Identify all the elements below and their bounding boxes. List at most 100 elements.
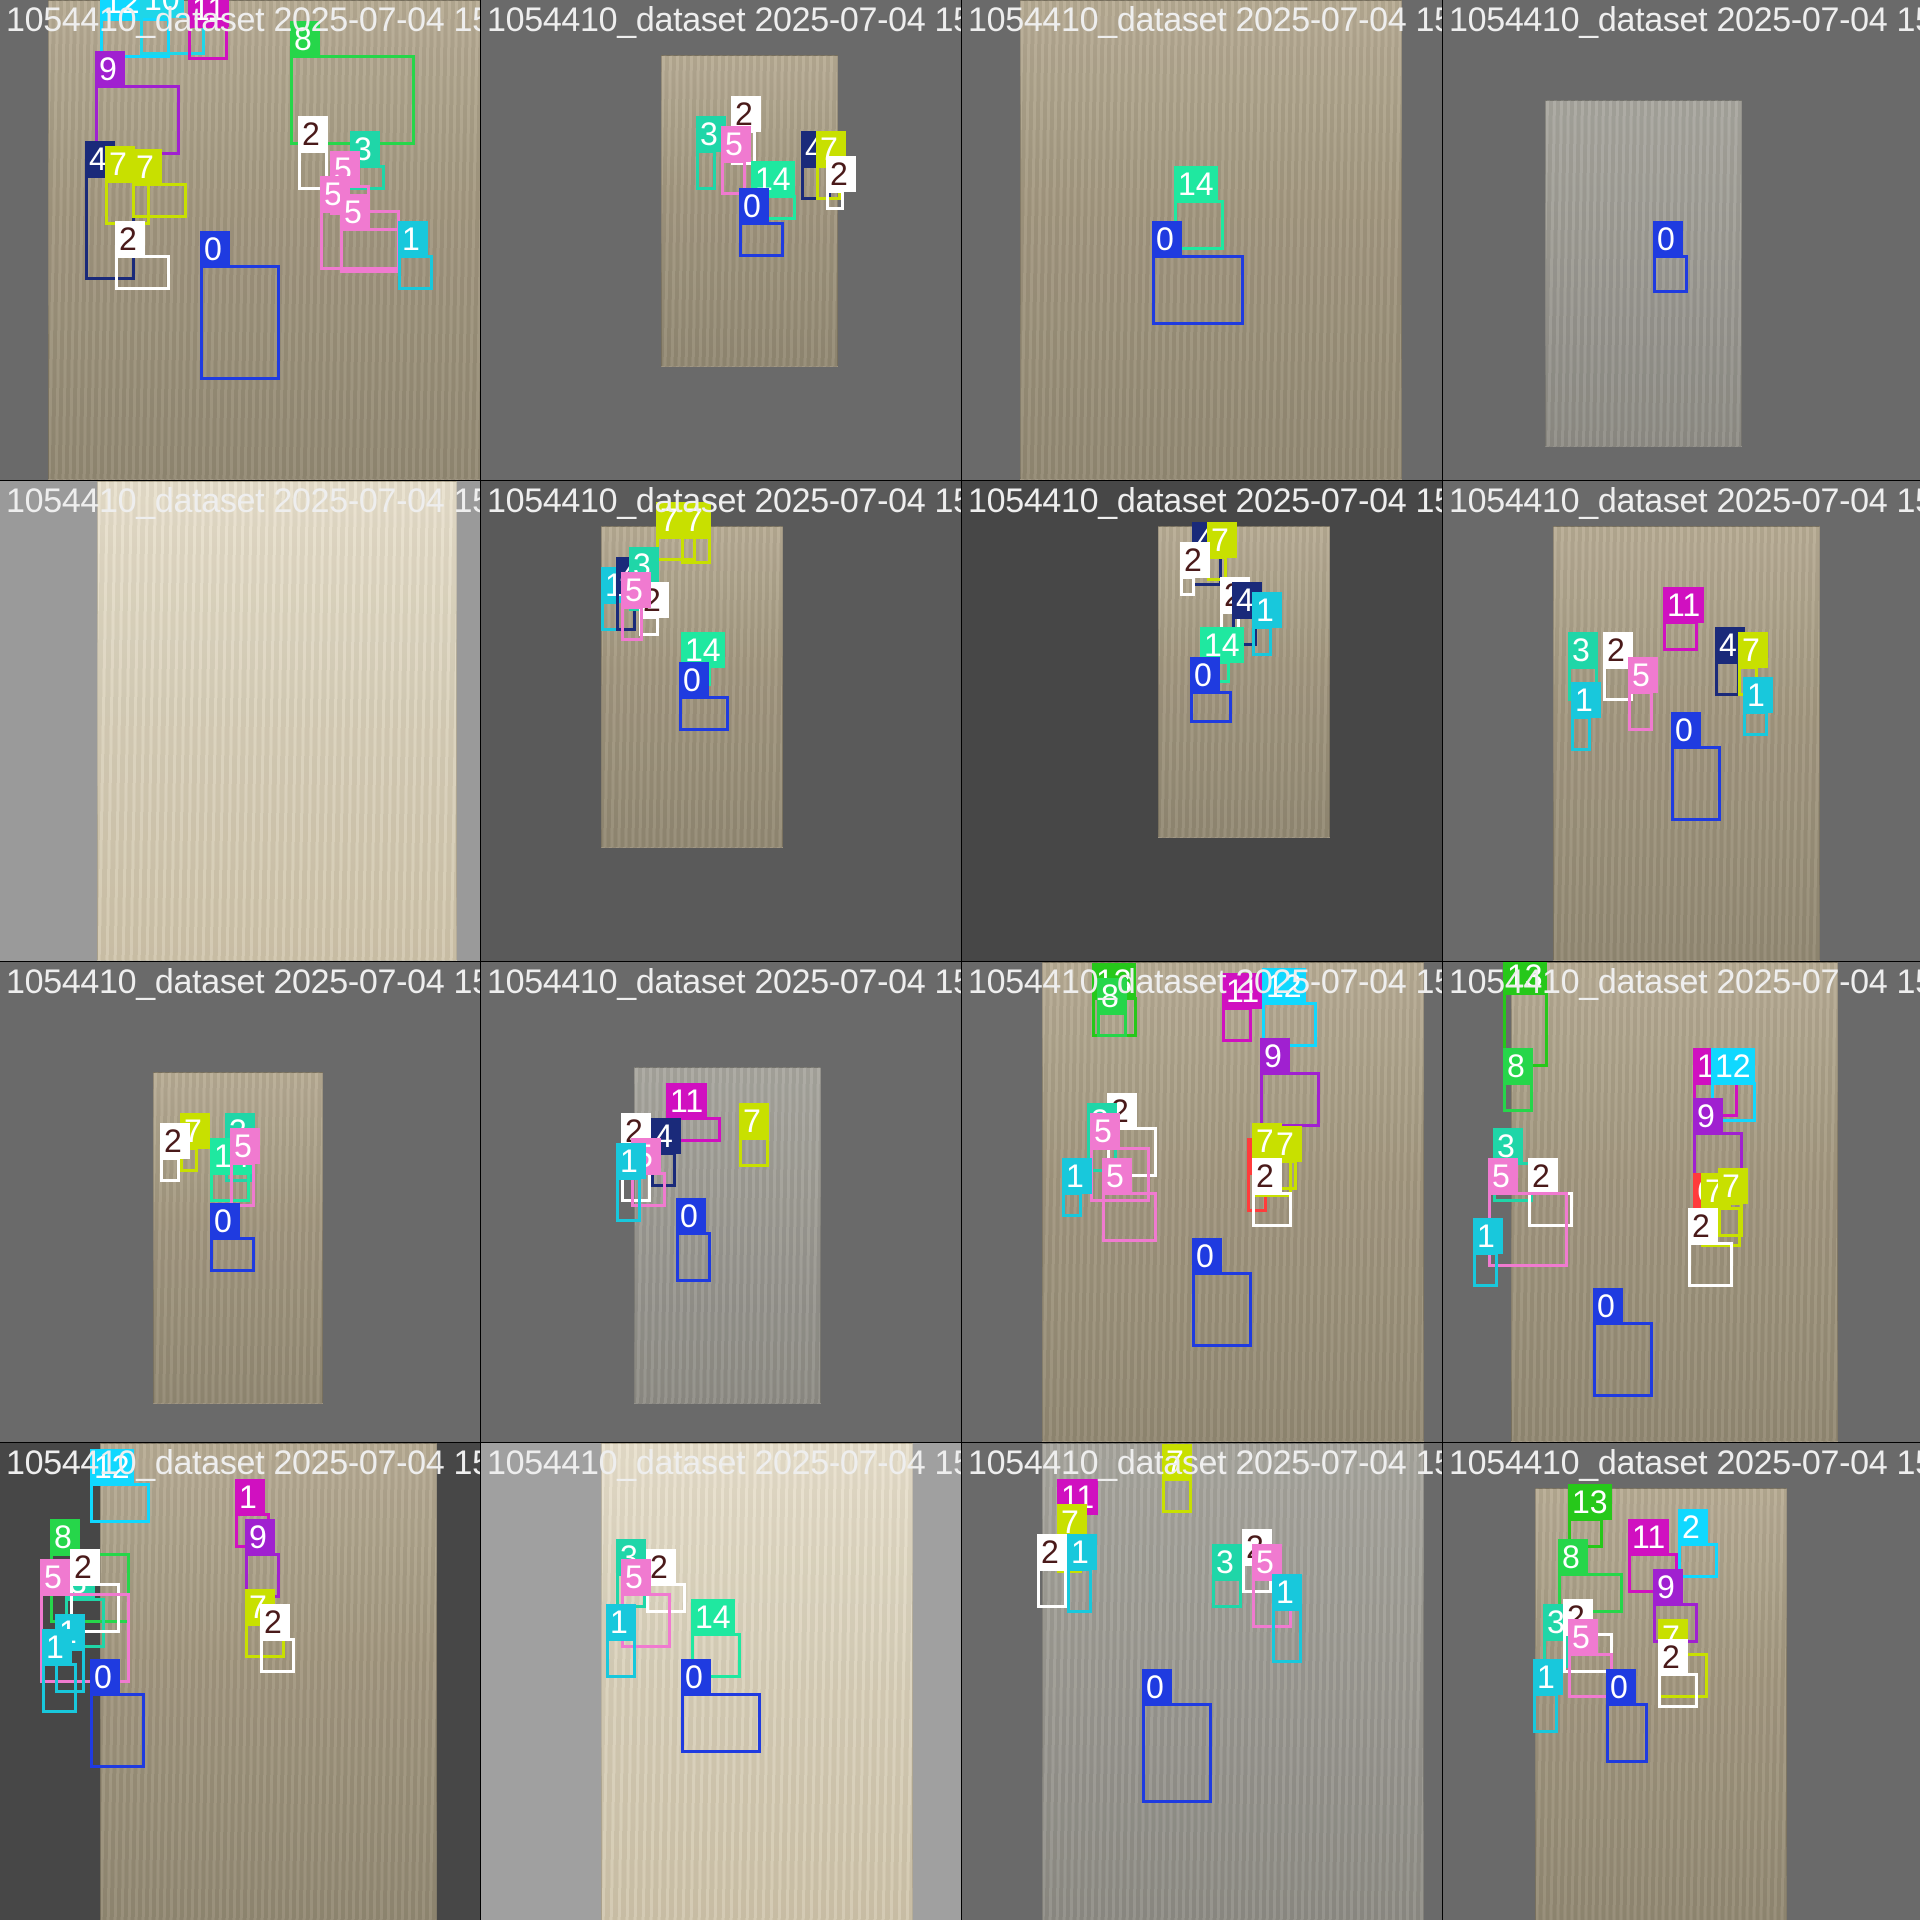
tile-title: 1054410_dataset 2025-07-04 15:38:48_3_2 bbox=[1449, 1444, 1920, 1482]
detection-label: 3 bbox=[696, 116, 726, 152]
detection-box: 2 bbox=[1658, 1639, 1698, 1708]
tile-title: 1054410_dataset 2025-07-04 15:38:48_4_1 bbox=[1449, 482, 1920, 520]
mosaic-tile: 12819325712101054410_dataset 2025-07-04 … bbox=[0, 1443, 480, 1920]
detection-label: 2 bbox=[1252, 1158, 1282, 1194]
detection-label: 3 bbox=[1212, 1544, 1242, 1580]
detection-label: 5 bbox=[721, 126, 751, 162]
detection-box: 5 bbox=[1628, 657, 1658, 731]
detection-box: 0 bbox=[1593, 1288, 1653, 1397]
detection-label: 9 bbox=[95, 51, 125, 87]
detection-box: 5 bbox=[621, 1559, 671, 1648]
detection-box: 1 bbox=[1272, 1574, 1302, 1663]
detection-box: 7 bbox=[681, 502, 711, 564]
detection-label: 1 bbox=[1272, 1574, 1302, 1610]
detection-label: 1 bbox=[1067, 1534, 1097, 1570]
detection-label: 8 bbox=[1558, 1539, 1588, 1575]
detection-label: 12 bbox=[90, 1449, 134, 1485]
detection-label: 2 bbox=[826, 156, 856, 192]
detection-box: 0 bbox=[1606, 1669, 1648, 1763]
detection-label: 2 bbox=[1678, 1509, 1708, 1545]
detection-box: 1 bbox=[1533, 1659, 1563, 1733]
detection-box: 7 bbox=[1252, 1123, 1292, 1197]
detection-label: 1 bbox=[606, 1604, 636, 1640]
detection-box: 5 bbox=[1102, 1158, 1157, 1242]
detection-box: 12 bbox=[1711, 1048, 1756, 1122]
mosaic-tile: 1381112923556772101054410_dataset 2025-0… bbox=[962, 962, 1442, 1442]
detection-label: 5 bbox=[1102, 1158, 1132, 1194]
detection-box: 1 bbox=[42, 1629, 77, 1713]
detection-label: 1 bbox=[235, 1479, 265, 1515]
detection-label: 0 bbox=[676, 1198, 706, 1234]
tile-title: 1054410_dataset 2025-07-04 15:38:48_3_2 bbox=[968, 963, 1442, 1001]
detection-label: 5 bbox=[340, 194, 370, 230]
detection-box: 0 bbox=[210, 1203, 255, 1272]
detection-box: 2 bbox=[1037, 1534, 1067, 1608]
detection-label: 0 bbox=[1190, 657, 1220, 693]
detection-box: 5 bbox=[621, 572, 651, 641]
detection-label: 0 bbox=[1192, 1238, 1222, 1274]
detection-box: 0 bbox=[681, 1659, 761, 1753]
detection-label: 10 bbox=[140, 0, 184, 17]
detection-label: 3 bbox=[1568, 632, 1598, 668]
detection-box: 2 bbox=[646, 1549, 686, 1613]
detection-label: 7 bbox=[681, 502, 711, 538]
detection-box: 5 bbox=[340, 194, 400, 273]
table-photo bbox=[1020, 0, 1402, 480]
detection-box: 9 bbox=[245, 1519, 280, 1598]
detection-box: 1 bbox=[398, 221, 433, 290]
detection-box: 13 bbox=[1503, 962, 1548, 1067]
detection-label: 1 bbox=[398, 221, 428, 257]
detection-label: 0 bbox=[90, 1659, 120, 1695]
detection-box: 2 bbox=[70, 1549, 120, 1633]
detection-box: 1 bbox=[1067, 1534, 1097, 1613]
detection-label: 8 bbox=[1503, 1048, 1533, 1084]
detection-label: 0 bbox=[200, 231, 230, 267]
mosaic-tile: 112457101054410_dataset 2025-07-04 15:38… bbox=[481, 962, 961, 1442]
detection-box: 8 bbox=[1097, 978, 1127, 1037]
detection-box: 13 bbox=[1568, 1484, 1612, 1548]
detection-box: 2 bbox=[260, 1604, 295, 1673]
detection-box: 7 bbox=[1162, 1444, 1192, 1513]
detection-box: 1 bbox=[1571, 682, 1601, 751]
detection-label: 1 bbox=[1252, 592, 1282, 628]
detection-box: 4 bbox=[1715, 627, 1745, 696]
mosaic-tile: 14 0 1054410_dataset 2025-07-04 15:38:48_1… bbox=[962, 0, 1442, 480]
detection-box: 7 bbox=[1718, 1168, 1748, 1237]
table-photo bbox=[1545, 100, 1742, 447]
detection-label: 5 bbox=[1090, 1113, 1120, 1149]
detection-box: 0 bbox=[1653, 221, 1688, 293]
tile-title: 1054410_dataset 2025-07-04 15:38:48_3_1 bbox=[1449, 963, 1920, 1001]
detection-box: 12 bbox=[1262, 968, 1317, 1047]
detection-box: 2 bbox=[1528, 1158, 1573, 1227]
detection-box: 7 bbox=[132, 149, 187, 218]
table-photo bbox=[97, 481, 457, 961]
tile-title: 1054410_dataset 2025-07-04 15:38:48_4_1 bbox=[487, 963, 961, 1001]
detection-label: 8 bbox=[290, 21, 320, 57]
detection-box: 2 bbox=[1678, 1509, 1718, 1578]
detection-label: 1 bbox=[1473, 1218, 1503, 1254]
detection-box: 2 bbox=[1252, 1158, 1292, 1227]
detection-label: 7 bbox=[1738, 632, 1768, 668]
detection-box: 1 bbox=[1062, 1158, 1092, 1217]
tile-title: 1054410_dataset 2025-07-04 15:38:48_2_1 bbox=[6, 1444, 480, 1482]
detection-box: 1 bbox=[1473, 1218, 1503, 1287]
detection-label: 5 bbox=[230, 1128, 260, 1164]
detection-label: 11 bbox=[1663, 587, 1705, 623]
detection-box: 3 bbox=[1212, 1544, 1242, 1608]
detection-label: 1 bbox=[1571, 682, 1601, 718]
mosaic-tile: 1054410_dataset 2025-07-04 15:38:48_1_0 bbox=[0, 481, 480, 961]
detection-box: 11 bbox=[188, 0, 230, 60]
mosaic-tile: 12101189234775552101054410_dataset 2025-… bbox=[0, 0, 480, 480]
detection-label: 14 bbox=[691, 1599, 735, 1635]
detection-label: 5 bbox=[40, 1559, 70, 1595]
tile-title: 1054410_dataset 2025-07-04 15:38:48_2_1 bbox=[487, 1444, 961, 1482]
tile-title: 1054410_dataset 2025-07-04 15:38:48_1_0 bbox=[6, 482, 480, 520]
detection-label: 5 bbox=[621, 1559, 651, 1595]
detection-box: 2 bbox=[826, 156, 856, 210]
detection-label: 0 bbox=[1653, 221, 1683, 257]
mosaic-tile: 13 8 11 2 9 3 2 5 7 2 1 0 1054410_dataset 2025-07-04… bbox=[1443, 1443, 1920, 1920]
detection-box: 1 bbox=[616, 1143, 646, 1222]
tile-title: 1054410_dataset 2025-07-04 15:38:48_2_2 bbox=[487, 1, 961, 39]
detection-label: 13 bbox=[1568, 1484, 1612, 1520]
